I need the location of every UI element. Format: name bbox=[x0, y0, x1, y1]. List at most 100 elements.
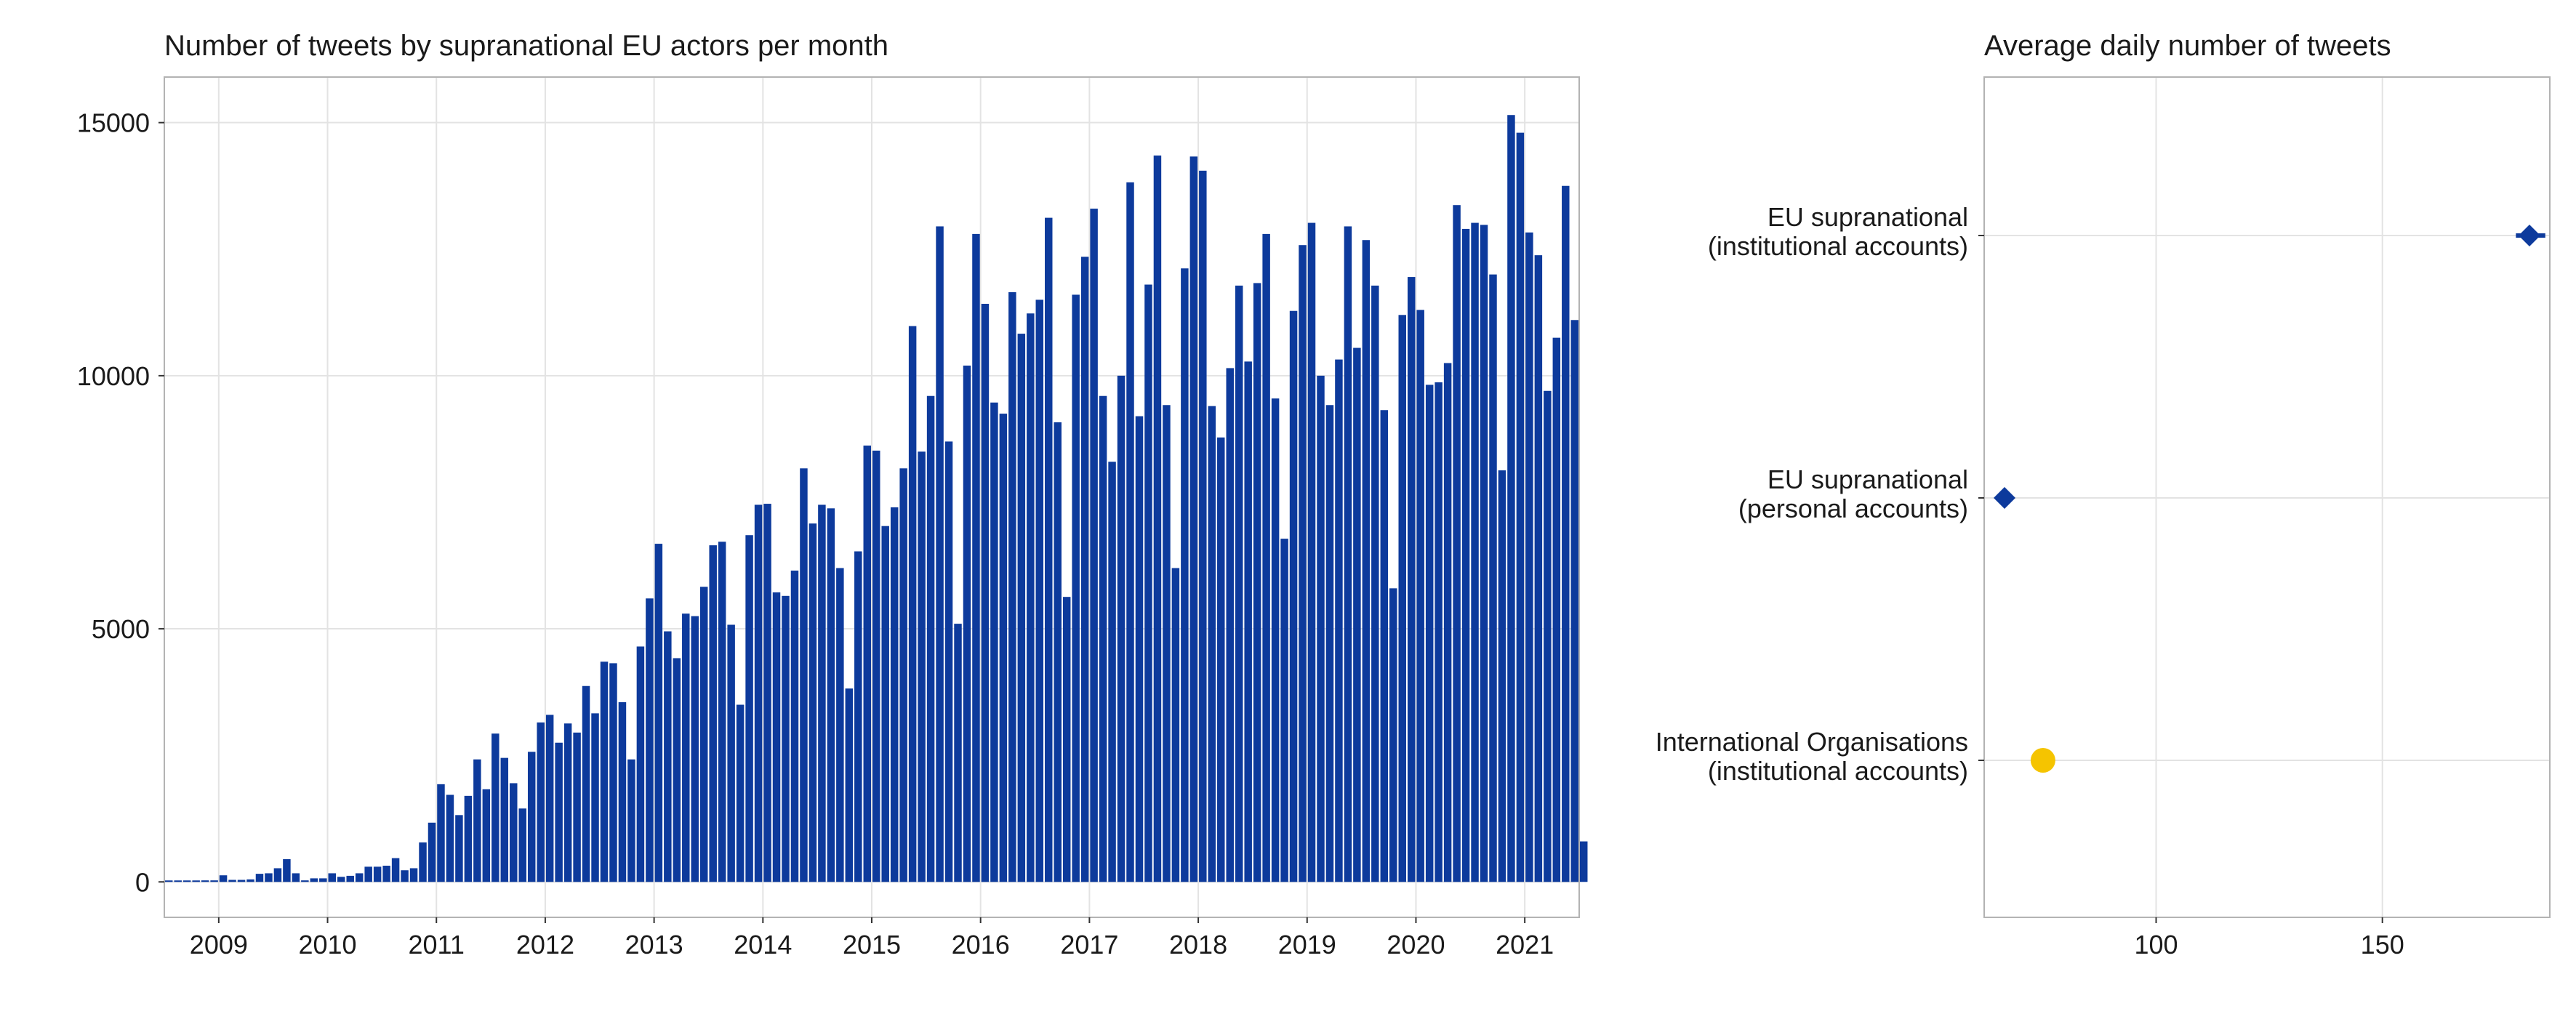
bar bbox=[1307, 222, 1316, 882]
category-label: EU supranational (institutional accounts) bbox=[1708, 202, 1968, 261]
bar bbox=[518, 808, 526, 882]
bar bbox=[391, 858, 400, 882]
bar bbox=[1516, 132, 1525, 882]
bar bbox=[473, 759, 481, 882]
bar bbox=[636, 646, 645, 882]
bar bbox=[1226, 368, 1234, 882]
bar bbox=[1480, 225, 1488, 882]
bar bbox=[1344, 226, 1352, 882]
bar bbox=[1171, 568, 1180, 882]
bar bbox=[510, 783, 518, 882]
x-tick-label: 2013 bbox=[625, 930, 683, 959]
bar bbox=[283, 858, 291, 882]
bar bbox=[573, 732, 581, 882]
bar bbox=[890, 507, 899, 882]
bar bbox=[1163, 405, 1171, 882]
bar bbox=[854, 551, 862, 882]
bar bbox=[563, 723, 572, 882]
bar bbox=[482, 789, 491, 882]
x-tick-label: 2010 bbox=[298, 930, 356, 959]
x-tick-label: 2019 bbox=[1278, 930, 1336, 959]
bar bbox=[545, 715, 554, 882]
bar bbox=[1362, 240, 1371, 882]
bar bbox=[401, 870, 409, 882]
bar bbox=[936, 226, 944, 882]
bar bbox=[981, 303, 990, 882]
bar bbox=[246, 879, 254, 882]
daily-average-x-axis: 100 150 bbox=[2134, 917, 2404, 959]
bar bbox=[808, 523, 817, 882]
x-tick-label: 2020 bbox=[1387, 930, 1445, 959]
bar bbox=[164, 880, 173, 882]
bar bbox=[682, 613, 690, 882]
bar bbox=[881, 526, 889, 882]
bar bbox=[673, 658, 681, 882]
bar bbox=[1525, 232, 1533, 882]
bar bbox=[699, 587, 708, 882]
bar bbox=[1335, 359, 1343, 882]
bar bbox=[1108, 462, 1116, 882]
bar bbox=[1371, 285, 1379, 882]
bar bbox=[464, 795, 473, 882]
bar bbox=[827, 508, 835, 882]
bar bbox=[1425, 385, 1434, 882]
bar bbox=[1353, 347, 1361, 882]
bar bbox=[292, 873, 300, 882]
bar bbox=[782, 595, 790, 882]
bar bbox=[1489, 274, 1497, 882]
bar bbox=[790, 570, 799, 882]
bar bbox=[1398, 315, 1406, 882]
monthly-tweets-y-axis: 0 5000 10000 15000 bbox=[77, 108, 164, 897]
bar bbox=[763, 504, 771, 882]
bar bbox=[691, 616, 699, 882]
bar bbox=[382, 865, 390, 882]
bar bbox=[1072, 294, 1080, 882]
bar bbox=[618, 702, 627, 882]
bar bbox=[255, 874, 264, 882]
x-tick-label: 2014 bbox=[734, 930, 792, 959]
bar bbox=[1062, 597, 1071, 882]
monthly-tweets-x-axis: 2009 2010 2011 2012 2013 2014 2015 2016 2017 2018… bbox=[190, 917, 1554, 959]
bar bbox=[1552, 337, 1561, 882]
y-tick-label: 0 bbox=[135, 867, 150, 897]
bar bbox=[1562, 185, 1570, 882]
bar bbox=[1217, 437, 1225, 882]
x-tick-label: 2021 bbox=[1496, 930, 1554, 959]
bar bbox=[926, 395, 935, 882]
y-tick-label: 15000 bbox=[77, 108, 150, 138]
x-tick-label: 150 bbox=[2361, 930, 2404, 959]
bar bbox=[364, 866, 372, 882]
bar bbox=[1208, 406, 1216, 882]
bar bbox=[1471, 222, 1479, 882]
bar bbox=[1570, 320, 1579, 882]
bar bbox=[428, 822, 436, 882]
category-label: EU supranational (personal accounts) bbox=[1738, 464, 1968, 523]
x-tick-label: 100 bbox=[2134, 930, 2178, 959]
daily-average-gridlines bbox=[1984, 77, 2550, 917]
bar bbox=[537, 722, 545, 882]
bar bbox=[582, 685, 590, 882]
bar bbox=[772, 592, 781, 882]
bar bbox=[527, 752, 536, 882]
bar bbox=[446, 794, 454, 882]
bar bbox=[646, 598, 654, 882]
bar bbox=[273, 868, 282, 882]
daily-average-points bbox=[1994, 225, 2545, 773]
bar bbox=[664, 631, 672, 882]
bar bbox=[319, 878, 327, 882]
bar bbox=[1416, 310, 1424, 882]
diamond-point bbox=[2518, 225, 2540, 246]
bar bbox=[718, 542, 726, 882]
bar bbox=[500, 757, 509, 882]
bar bbox=[201, 880, 209, 882]
bar bbox=[1090, 209, 1098, 882]
bar bbox=[1325, 405, 1334, 882]
bar bbox=[1035, 299, 1044, 882]
bar bbox=[736, 704, 745, 882]
bar bbox=[1579, 841, 1588, 882]
bar bbox=[918, 451, 926, 882]
bar bbox=[591, 713, 599, 882]
bar bbox=[1289, 310, 1298, 882]
